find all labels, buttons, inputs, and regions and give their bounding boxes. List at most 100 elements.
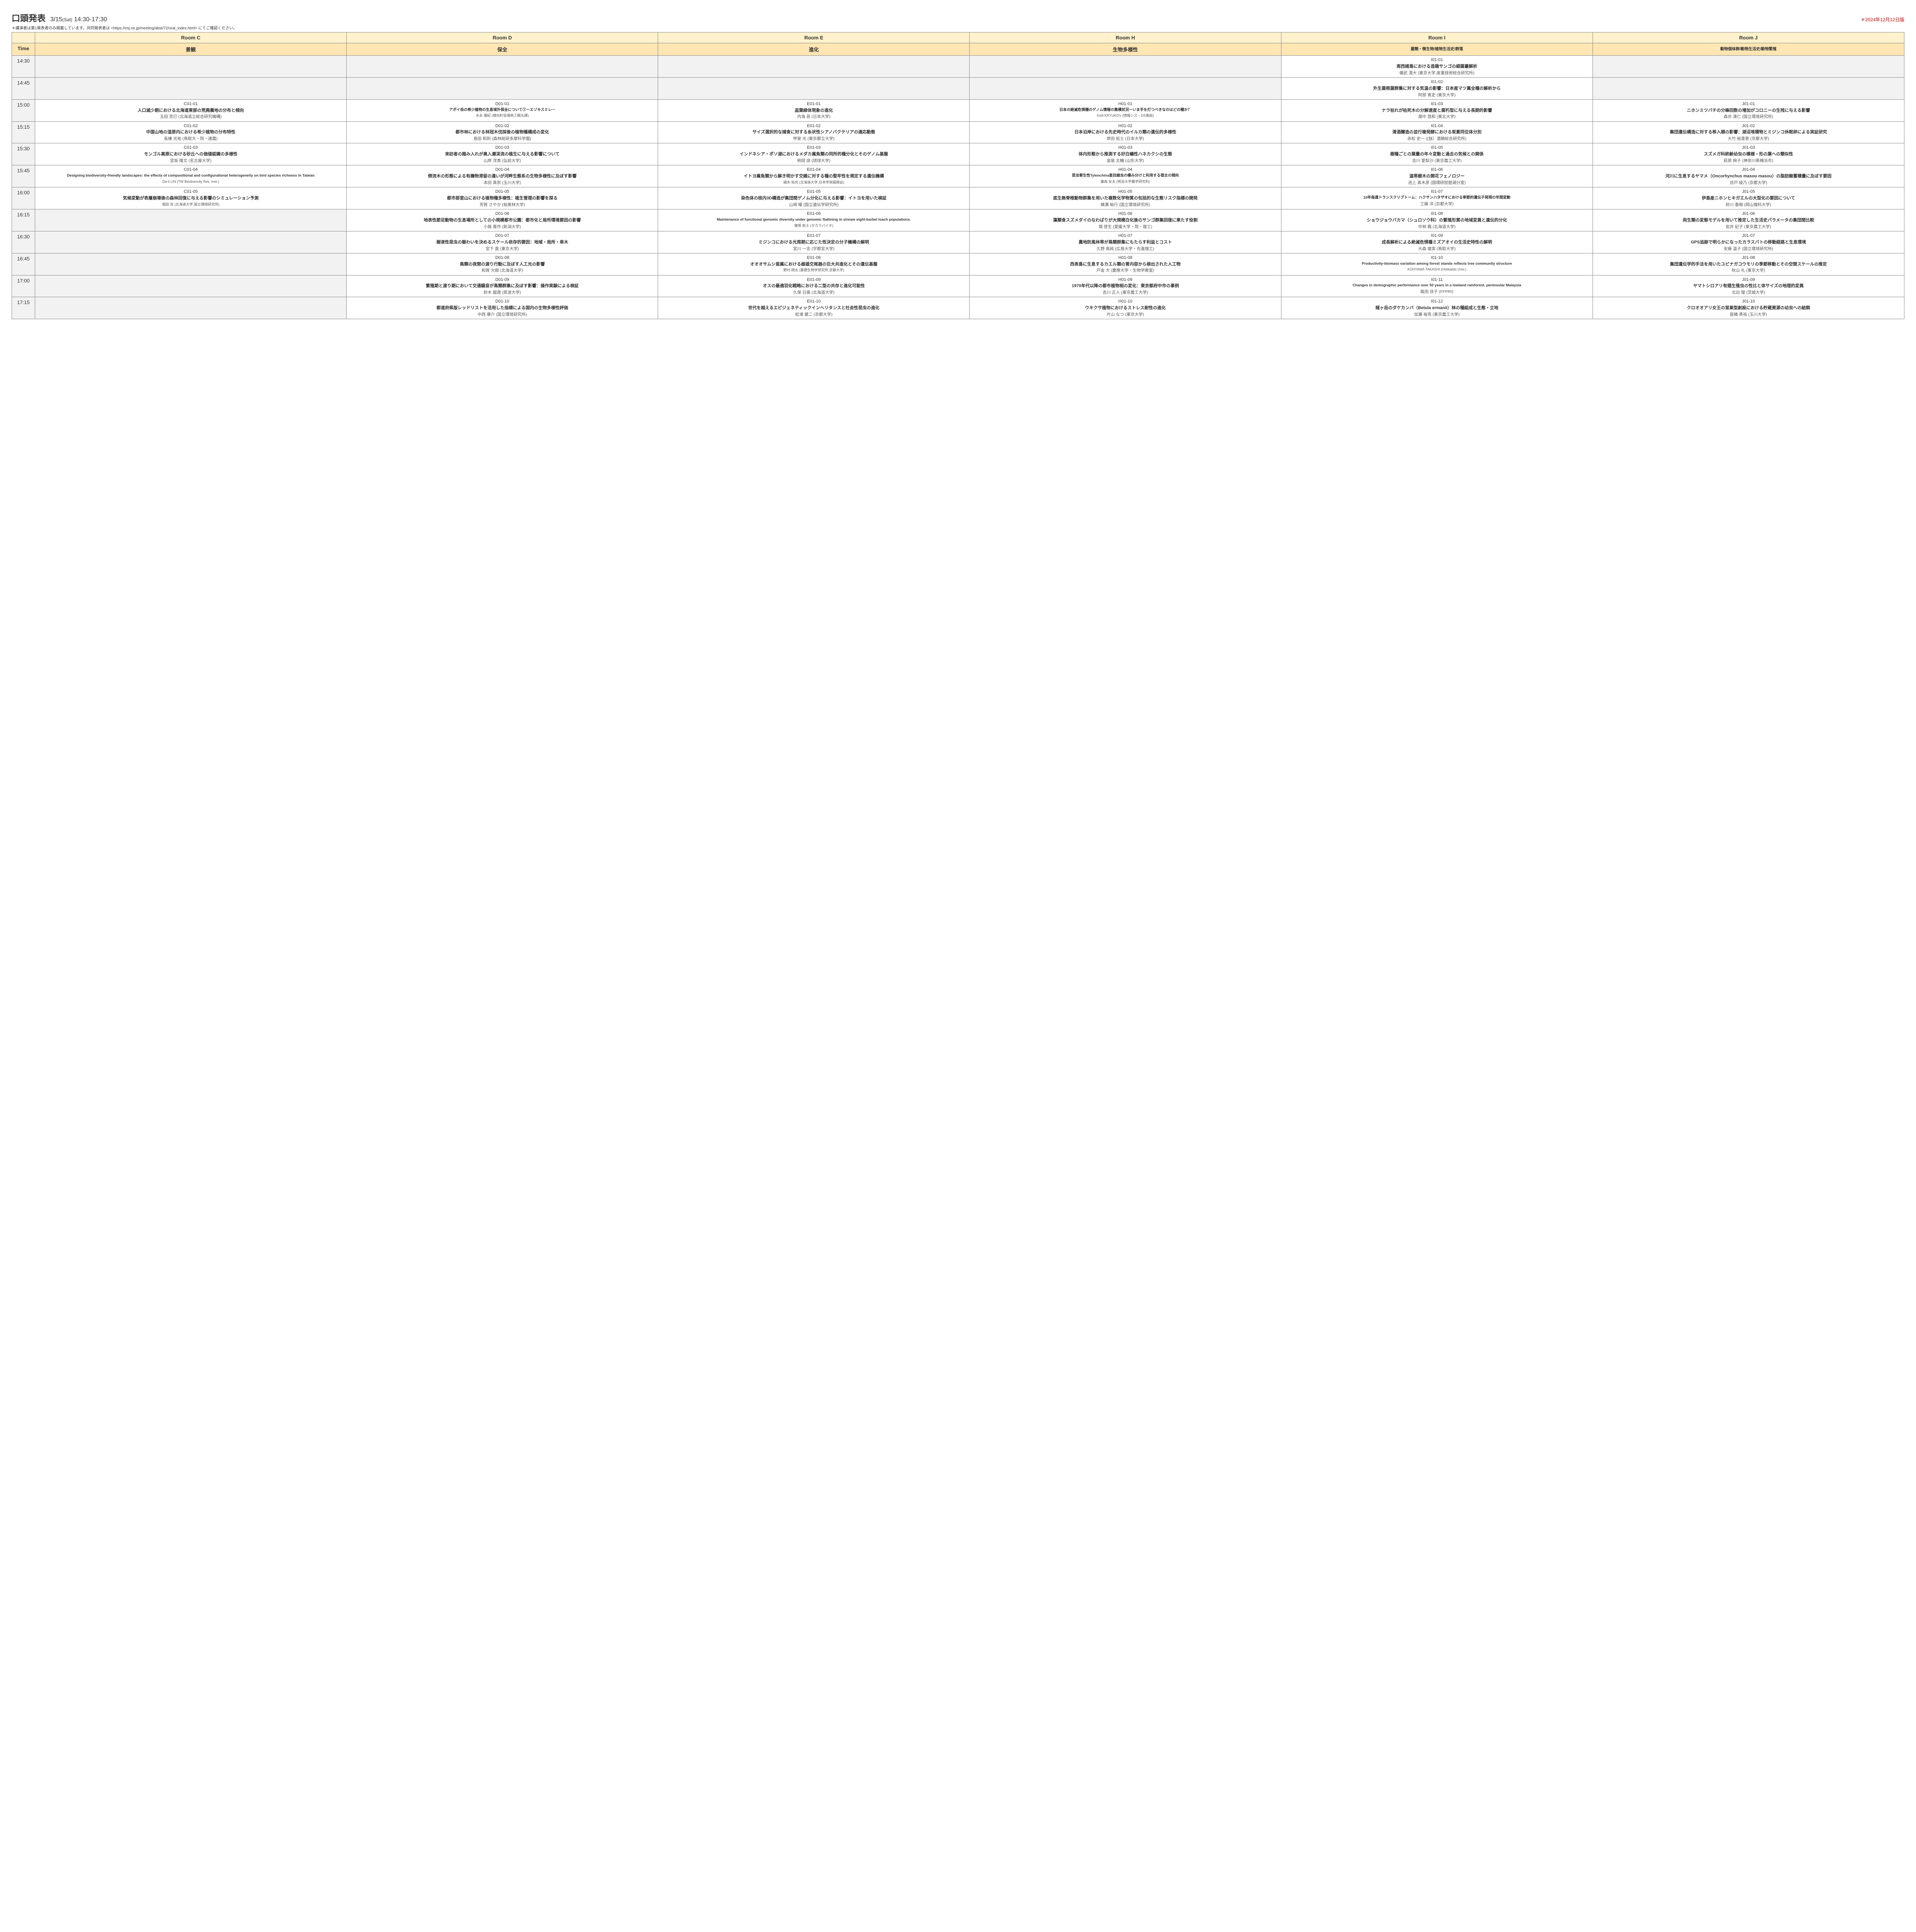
note: ＊講演者は第1発表者のみ掲載しています。共同発表者は <https://esj.… (12, 25, 1904, 31)
category-header: 生物多様性 (970, 43, 1281, 56)
session-cell: J01-01ニホンミツバチの分蜂回数の増加がコロニーの生残に与える影響森井 清仁… (1593, 99, 1904, 121)
presenter: 水永 優紀 (様似町役場商工観光課) (349, 113, 655, 118)
session-title: ショウジョウバカマ（シュロソウ科）の繁殖形質の地域変異と遺伝的分化 (1284, 218, 1590, 223)
empty-cell (658, 77, 970, 99)
schedule-row: 15:15C01-02中国山地の湿原内における希少植物の分布特性長棟 光祐 (鳥… (12, 121, 1904, 143)
room-header: Room D (347, 32, 658, 43)
presenter: 宮下 直 (東京大学) (349, 246, 655, 252)
presenter: 吉川 正人 (東京農工大学) (972, 290, 1278, 295)
empty-cell (347, 77, 658, 99)
presenter: 甲斐 光 (東京都立大学) (660, 136, 967, 141)
session-title: 樹液性昆虫の賑わいを決めるスケール依存的要因：地域・局所・単木 (349, 240, 655, 245)
session-id: I01-07 (1284, 189, 1590, 195)
session-id: D01-08 (349, 255, 655, 261)
presenter: 山岸 洋貴 (弘前大学) (349, 158, 655, 163)
schedule-row: 15:30C01-03モンゴル高原における砂丘への価値認識の多様性宮坂 隆文 (… (12, 143, 1904, 165)
session-id: J01-04 (1595, 167, 1902, 173)
session-cell: D01-07樹液性昆虫の賑わいを決めるスケール依存的要因：地域・局所・単木宮下 … (347, 231, 658, 253)
session-title: 樹種ごとの葉量の年々変動と過去の気候との関係 (1284, 151, 1590, 157)
session-cell: E01-06Maintenance of functional genomic … (658, 209, 970, 231)
title-left: 口頭発表 3/15(Sat) 14:30-17:30 (12, 12, 107, 24)
session-cell: J01-04河川に生息するヤマメ（Oncorhynchus masou maso… (1593, 165, 1904, 187)
session-cell: I01-02外生菌根菌群集に対する気温の影響：日本産マツ属全種の解析から阿部 寛… (1281, 77, 1593, 99)
presenter: 居橋 勇祐 (玉川大学) (1595, 312, 1902, 317)
presenter: 宮川 一志 (宇都宮大学) (660, 246, 967, 252)
session-cell: I01-09成長解析による絶滅危惧種ミズアオイの生活史特性の解明大森 雄実 (鳥… (1281, 231, 1593, 253)
time-cell: 15:45 (12, 165, 35, 187)
session-id: J01-10 (1595, 299, 1902, 304)
session-id: C01-05 (37, 189, 344, 195)
session-title: 日本沿岸における先史時代のイルカ類の遺伝的多様性 (972, 129, 1278, 135)
session-title: スズメガ科終齢幼虫の模様・形の葉への類似性 (1595, 151, 1902, 157)
session-id: D01-09 (349, 277, 655, 283)
room-header: Room E (658, 32, 970, 43)
session-cell: C01-05気候変動が表層崩壊後の森林回復に与える影響のシミュレーション予測堀田… (35, 187, 347, 209)
session-title: 日本の絶滅危惧種のゲノム情報の集積状況ーいま手を打つべきなのはどの種か？ (972, 108, 1278, 113)
session-id: J01-05 (1595, 189, 1902, 195)
session-title: Designing biodiversity-friendly landscap… (37, 173, 344, 179)
session-cell: H01-07農地防風林帯が鳥類群集にもたらす利益とコスト久野 真純 (広島大学・… (970, 231, 1281, 253)
session-cell: D01-10都道府県版レッドリストを活用した指標による国内の生物多様性評価中西 … (347, 297, 658, 319)
session-id: I01-11 (1284, 277, 1590, 283)
session-id: E01-07 (660, 233, 967, 239)
session-cell: I01-01南西諸島における造礁サンゴの細菌叢解析儀武 滉大 (東京大学,産業技… (1281, 56, 1593, 78)
presenter: Kirill KRYUKOV (情報シス・DS施設) (972, 113, 1278, 118)
session-cell: E01-08オオオサムシ亜属における雌雄交尾器の巨大共進化とその遺伝基盤野村 翔… (658, 253, 970, 275)
session-id: D01-02 (349, 123, 655, 129)
room-header: Room I (1281, 32, 1593, 43)
session-cell: E01-05染色体の核内3D構造が集団間ゲノム分化に与える影響：イトヨを用いた検… (658, 187, 970, 209)
session-id: D01-10 (349, 299, 655, 304)
session-cell: D01-08鳥類の夜間の渡り行動に及ぼす人工光の影響和賀 大樹 (北海道大学) (347, 253, 658, 275)
presenter: 吉川 愛梨沙 (東京農工大学) (1284, 158, 1590, 163)
empty-cell (347, 56, 658, 78)
schedule-row: 16:30D01-07樹液性昆虫の賑わいを決めるスケール依存的要因：地域・局所・… (12, 231, 1904, 253)
presenter: 飯田 佳子 (FFPRI) (1284, 289, 1590, 294)
presenter: 北出 理 (茨城大学) (1595, 290, 1902, 295)
session-id: C01-01 (37, 101, 344, 107)
category-header-row: Time 景観 保全 進化 生物多様性 菌類・微生物/植物生活史/群落 動物個体… (12, 43, 1904, 56)
presenter: 赤松 史一 ((独）酒類総合研究所) (1284, 136, 1590, 141)
presenter: 萩原 絢子 (神奈川県横浜市) (1595, 158, 1902, 163)
session-title: 都道府県版レッドリストを活用した指標による国内の生物多様性評価 (349, 305, 655, 311)
session-id: E01-05 (660, 189, 967, 195)
session-title: 集団遺伝構造に対する移入順の影響：湖沼堆積物とミジンコ休眠卵による実証研究 (1595, 129, 1902, 135)
session-id: I01-04 (1284, 123, 1590, 129)
session-title: 南西諸島における造礁サンゴの細菌叢解析 (1284, 64, 1590, 70)
presenter: 金尾 太輔 (山形大学) (972, 158, 1278, 163)
session-title: 中国山地の湿原内における希少植物の分布特性 (37, 129, 344, 135)
session-id: J01-01 (1595, 101, 1902, 107)
session-id: I01-12 (1284, 299, 1590, 304)
session-title: 気候変動が表層崩壊後の森林回復に与える影響のシミュレーション予測 (37, 196, 344, 201)
time-cell: 14:45 (12, 77, 35, 99)
empty-cell (35, 253, 347, 275)
session-cell: D01-04倒流木の形態による有機物滞留の違いが河畔生態系の生物多様性に及ぼす影… (347, 165, 658, 187)
time-cell: 16:00 (12, 187, 35, 209)
time-range: 14:30-17:30 (74, 16, 107, 23)
empty-cell (35, 297, 347, 319)
time-cell: 16:45 (12, 253, 35, 275)
session-id: E01-03 (660, 145, 967, 151)
session-cell: H01-091970年代以降の都市植物相の変化：東京都府中市の事例吉川 正人 (… (970, 275, 1281, 297)
session-cell: D01-02都市林における林冠木伐採後の植物種構成の変化島田 和則 (森林総研多… (347, 121, 658, 143)
schedule-row: 14:45 I01-02外生菌根菌群集に対する気温の影響：日本産マツ属全種の解析か… (12, 77, 1904, 99)
presenter: 畑 啓生 (愛媛大学・院・理工) (972, 224, 1278, 230)
presenter: 大森 雄実 (鳥取大学) (1284, 246, 1590, 252)
session-cell: I01-03ナラ枯れが枯死木の分解速度と腐朽型に与える長期的影響畑中 悠和 (東… (1281, 99, 1593, 121)
session-cell: I01-04清酒醸造の並行複発酵における炭素同位体分別赤松 史一 ((独）酒類総… (1281, 121, 1593, 143)
time-cell: 14:30 (12, 56, 35, 78)
session-cell: D01-06地表性節足動物の生息場所としての小規模都市公園：都市化と局所環境要因… (347, 209, 658, 231)
presenter: 玉田 克巳 (北海道立総合研究機構) (37, 114, 344, 119)
presenter: 山﨑 曜 (国立遺伝学研究所) (660, 202, 967, 207)
session-cell: C01-03モンゴル高原における砂丘への価値認識の多様性宮坂 隆文 (名古屋大学… (35, 143, 347, 165)
room-header: Room C (35, 32, 347, 43)
time-cell: 17:00 (12, 275, 35, 297)
session-cell: D01-09繁殖期と渡り期において交通騒音が鳥類群集に及ぼす影響：操作実験による… (347, 275, 658, 297)
category-header: 動物個体群/動物生活史/動物繁殖 (1593, 43, 1904, 56)
presenter: 戸金 大 (慶應大学・生物学教室) (972, 268, 1278, 273)
session-id: H01-07 (972, 233, 1278, 239)
session-title: 成長解析による絶滅危惧種ミズアオイの生活史特性の解明 (1284, 240, 1590, 245)
session-title: 藻類食スズメダイのなわばりが大規模白化後のサンゴ群集回復に果たす役割 (972, 218, 1278, 223)
time-cell: 16:15 (12, 209, 35, 231)
session-id: H01-04 (972, 167, 1278, 173)
session-title: 温帯樹木の開花フェノロジー (1284, 173, 1590, 179)
